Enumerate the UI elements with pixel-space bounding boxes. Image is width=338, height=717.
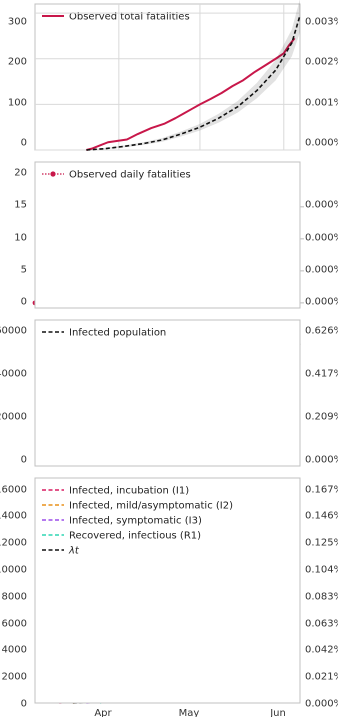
legend: Observed total fatalities [42, 12, 190, 23]
y-tick-label: 200 [8, 57, 27, 68]
y2-tick-label: 0.104% [305, 565, 338, 576]
y-tick-label: 0 [21, 297, 27, 308]
plot-area [34, 319, 301, 467]
y2-tick-label: 0.125% [305, 538, 338, 549]
y2-tick-label: 0.083% [305, 592, 338, 603]
y2-tick-label: 0.417% [305, 369, 338, 380]
y-tick-label: 14000 [0, 511, 27, 522]
series-line-observed-total-fatalities [86, 37, 296, 151]
x-axis: Apr May Jun 2020 [94, 708, 286, 717]
legend-label-infected-population: Infected population [69, 328, 166, 339]
plot-marks [35, 0, 301, 151]
y-tick-label: 10 [14, 233, 27, 244]
y2-tick-label: 0.209% [305, 412, 338, 423]
y2-tick-label: 0.001% [305, 98, 338, 109]
y2-tick-label: 0.000% [305, 699, 338, 710]
x-tick-label: May [179, 708, 200, 717]
y2-tick-label: 0.000% [305, 138, 338, 149]
y2-tick-label: 0.626% [305, 326, 338, 337]
x-tick-label: Jun [269, 708, 286, 717]
y-tick-label: 40000 [0, 369, 27, 380]
y-tick-label: 6000 [2, 619, 27, 630]
y-tick-label: 20000 [0, 412, 27, 423]
legend-label-lambda: λt [68, 546, 80, 557]
y2-tick-label: 0.000% [305, 233, 338, 244]
y2-tick-label: 0.042% [305, 645, 338, 656]
x-tick-label: Apr [94, 708, 112, 717]
legend-label-i2: Infected, mild/asymptomatic (I2) [69, 501, 233, 512]
y-tick-label: 5 [21, 265, 27, 276]
y-tick-label: 20 [14, 168, 27, 179]
y2-tick-label: 0.000% [305, 455, 338, 466]
y-axis-left: 0 2000 4000 6000 8000 10000 12000 14000 … [0, 485, 27, 710]
y-tick-label: 12000 [0, 538, 27, 549]
panel-total-fatalities: 0 100 200 300 0.000% 0.001% 0.002% 0.003… [8, 3, 338, 151]
y-axis-right: 0.000% 0.001% 0.002% 0.003% [305, 17, 338, 149]
y-tick-label: 4000 [2, 645, 27, 656]
y2-tick-label: 0.000% [305, 297, 338, 308]
panel-daily-fatalities: 0 5 10 15 20 0.000% 0.000% 0.000% 0.000%… [14, 161, 338, 309]
y2-tick-label: 0.146% [305, 511, 338, 522]
y2-tick-label: 0.063% [305, 619, 338, 630]
y-axis-right: 0.000% 0.209% 0.417% 0.626% [305, 326, 338, 466]
y-tick-label: 10000 [0, 565, 27, 576]
legend-marker-daily-fatalities [50, 171, 56, 177]
legend-label-total-fatalities: Observed total fatalities [69, 12, 190, 23]
legend: Infected, incubation (I1) Infected, mild… [42, 486, 233, 557]
y2-tick-label: 0.167% [305, 485, 338, 496]
legend: Observed daily fatalities [42, 170, 191, 181]
plot-area [34, 477, 301, 704]
legend-label-r1: Recovered, infectious (R1) [69, 531, 201, 542]
y-tick-label: 0 [21, 455, 27, 466]
y-tick-label: 8000 [2, 592, 27, 603]
y-axis-right: 0.000% 0.021% 0.042% 0.063% 0.083% 0.104… [305, 485, 338, 710]
y2-tick-label: 0.000% [305, 200, 338, 211]
legend-label-i1: Infected, incubation (I1) [69, 486, 189, 497]
legend-label-i3: Infected, symptomatic (I3) [69, 516, 202, 527]
y-axis-left: 0 100 200 300 [8, 17, 27, 149]
y2-tick-label: 0.003% [305, 17, 338, 28]
y2-tick-label: 0.000% [305, 265, 338, 276]
y-tick-label: 2000 [2, 672, 27, 683]
y-tick-label: 100 [8, 98, 27, 109]
y-axis-left: 0 5 10 15 20 [14, 168, 27, 308]
y-axis-right: 0.000% 0.000% 0.000% 0.000% [305, 200, 338, 308]
y2-tick-label: 0.021% [305, 672, 338, 683]
y-tick-label: 0 [21, 138, 27, 149]
y-tick-label: 15 [14, 200, 27, 211]
y-tick-label: 0 [21, 699, 27, 710]
plot-area [34, 161, 301, 309]
panel-compartments: 0 2000 4000 6000 8000 10000 12000 14000 … [0, 477, 338, 717]
y-tick-label: 16000 [0, 485, 27, 496]
y-tick-label: 300 [8, 17, 27, 28]
y2-tick-label: 0.002% [305, 57, 338, 68]
plot-area [34, 3, 301, 151]
legend-label-daily-fatalities: Observed daily fatalities [69, 170, 191, 181]
legend: Infected population [42, 328, 166, 339]
